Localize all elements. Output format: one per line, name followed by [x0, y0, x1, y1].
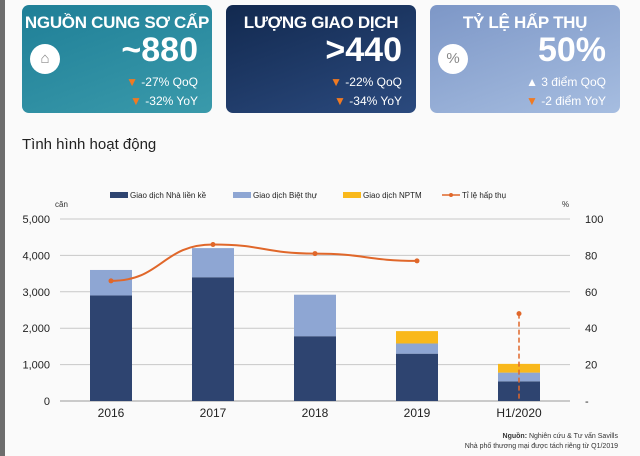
bar-giao-dịch-nptm	[498, 363, 540, 373]
left-edge	[0, 0, 5, 456]
legend-swatch	[233, 192, 251, 198]
chart: 0 - 1,000 20 2,000 40 3,000 60 4,000 80 5,000 100 că…	[22, 191, 603, 420]
card-change: -27% QoQ	[141, 75, 198, 89]
y-tick-label: 4,000	[22, 250, 50, 262]
y-tick-label: 2,000	[22, 323, 50, 335]
source-note: Nguồn: Nghiên cứu & Tư vấn Savills Nhà p…	[465, 432, 618, 452]
legend-label: Giao dịch NPTM	[363, 191, 422, 200]
y-tick-label: 3,000	[22, 287, 50, 299]
line-point	[210, 241, 216, 247]
y2-tick-label: 40	[585, 323, 597, 335]
card-title: LƯỢNG GIAO DỊCH	[243, 13, 399, 32]
legend-swatch	[343, 192, 361, 198]
card-change: -2 điểm YoY	[541, 94, 606, 108]
card-change: -32% YoY	[145, 94, 198, 108]
bar-giao-dịch-nhà-liền-kề	[90, 295, 132, 401]
section-title: Tình hình hoạt động	[22, 136, 157, 153]
x-tick-label: 2018	[302, 406, 329, 420]
y-tick-label: 5,000	[22, 214, 50, 226]
y2-tick-label: 20	[585, 360, 597, 372]
y2-tick-label: -	[585, 396, 589, 408]
card-title: TỶ LỆ HẤP THỤ	[462, 13, 588, 32]
bar-giao-dịch-biệt-thự	[192, 248, 234, 278]
card-transactions: LƯỢNG GIAO DỊCH >440 ▼ -22% QoQ ▼ -34% Y…	[226, 5, 416, 113]
down-triangle-icon: ▼	[526, 94, 538, 108]
legend-label: Tỉ lệ hấp thụ	[462, 191, 506, 200]
x-tick-label: 2016	[98, 406, 125, 420]
house-icon: ⌂	[30, 44, 60, 74]
bar-giao-dịch-nhà-liền-kề	[498, 381, 540, 401]
bar-giao-dịch-biệt-thự	[498, 372, 540, 382]
bar-giao-dịch-biệt-thự	[396, 343, 438, 354]
y2-tick-label: 100	[585, 214, 603, 226]
legend-label: Giao dịch Biệt thự	[253, 191, 318, 200]
bar-giao-dịch-nhà-liền-kề	[294, 336, 336, 401]
legend-label: Giao dịch Nhà liền kề	[130, 191, 207, 200]
card-change: 3 điểm QoQ	[541, 75, 606, 89]
card-title: NGUỒN CUNG SƠ CẤP	[24, 13, 210, 32]
source-footnote: Nhà phố thương mại được tách riêng từ Q1…	[464, 443, 618, 450]
down-triangle-icon: ▼	[130, 94, 142, 108]
up-triangle-icon: ▲	[526, 75, 538, 89]
y2-axis-unit: %	[562, 200, 569, 209]
card-absorption: TỶ LỆ HẤP THỤ % 50% ▲ 3 điểm QoQ ▼ -2 đi…	[430, 5, 620, 113]
bar-giao-dịch-nhà-liền-kề	[192, 277, 234, 401]
y-axis-unit: căn	[55, 200, 68, 209]
line-point	[312, 251, 318, 257]
line-point	[414, 258, 420, 264]
down-triangle-icon: ▼	[334, 94, 346, 108]
bar-giao-dịch-nptm	[396, 331, 438, 344]
card-value: ~880	[121, 31, 198, 69]
line-point	[108, 278, 114, 284]
card-change: -22% QoQ	[345, 75, 402, 89]
source-text: Nghiên cứu & Tư vấn Savills	[528, 433, 618, 440]
card-supply: NGUỒN CUNG SƠ CẤP ⌂ ~880 ▼ -27% QoQ ▼ -3…	[22, 5, 212, 113]
legend-marker	[449, 193, 453, 197]
card-change: -34% YoY	[349, 94, 402, 108]
source-label: Nguồn:	[502, 433, 528, 440]
card-value: 50%	[537, 31, 606, 69]
percent-icon: %	[438, 44, 468, 74]
down-triangle-icon: ▼	[126, 75, 138, 89]
x-tick-label: H1/2020	[496, 406, 542, 420]
y2-tick-label: 80	[585, 250, 597, 262]
y2-tick-label: 60	[585, 287, 597, 299]
bar-giao-dịch-biệt-thự	[294, 294, 336, 337]
card-value: >440	[325, 31, 402, 69]
y-tick-label: 0	[44, 396, 50, 408]
line-absorption-rate	[110, 243, 418, 282]
legend-swatch	[110, 192, 128, 198]
x-tick-label: 2019	[404, 406, 431, 420]
down-triangle-icon: ▼	[330, 75, 342, 89]
x-tick-label: 2017	[200, 406, 227, 420]
y-tick-label: 1,000	[22, 360, 50, 372]
bar-giao-dịch-nhà-liền-kề	[396, 353, 438, 401]
